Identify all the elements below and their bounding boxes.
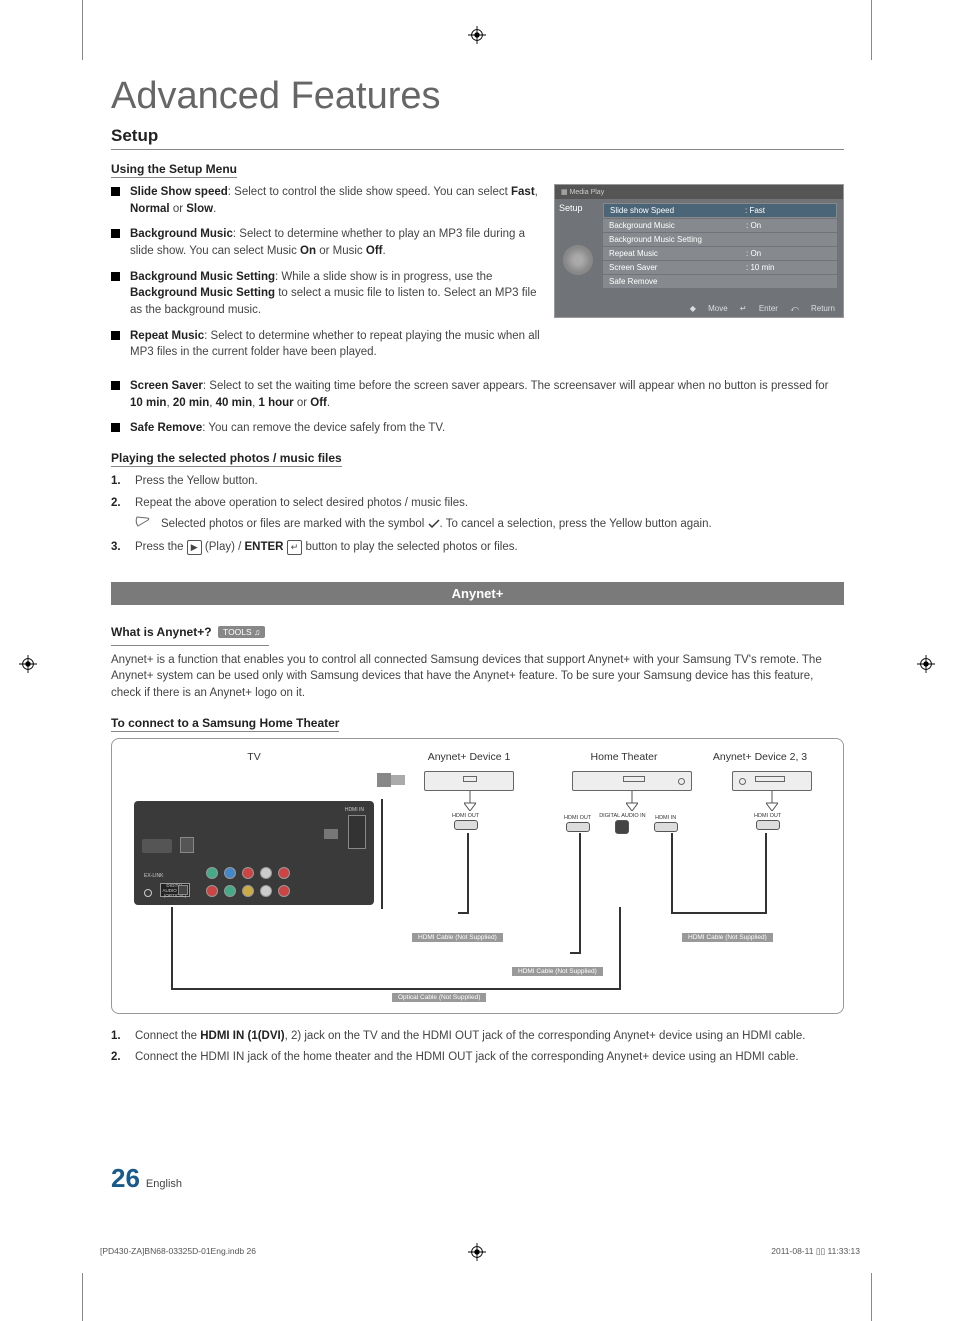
crop-mark [82,1273,83,1321]
note-icon [135,516,151,534]
bullet-icon [111,331,120,340]
digital-audio-port: DIGITAL AUDIO IN [599,813,645,834]
diagram-label-dev1: Anynet+ Device 1 [404,751,534,763]
page-title: Advanced Features [111,75,844,118]
subheading: Playing the selected photos / music file… [111,451,342,467]
device-1 [424,771,514,791]
section-heading: Setup [111,126,844,150]
body-text: Anynet+ is a function that enables you t… [111,652,844,702]
section-bar: Anynet+ [111,582,844,605]
list-item: 1.Connect the HDMI IN (1(DVI), 2) jack o… [111,1028,844,1045]
osd-row: Background Music: On [603,219,837,232]
diagram-label-tv: TV [134,751,374,763]
arrow-icon [766,791,778,811]
page-language: English [146,1178,182,1190]
list-item: 2.Connect the HDMI IN jack of the home t… [111,1049,844,1066]
bullet-icon [111,381,120,390]
osd-row: Screen Saver: 10 min [603,261,837,274]
bullet-icon [111,272,120,281]
connection-diagram: TV Anynet+ Device 1 Home Theater Anynet+… [111,738,844,1014]
bullet-icon [111,187,120,196]
osd-row: Safe Remove [603,275,837,288]
arrow-icon [626,791,638,811]
osd-return-hint: ⤺ Return [790,304,835,313]
list-item: Screen Saver: Select to set the waiting … [111,378,844,411]
diagram-label-dev23: Anynet+ Device 2, 3 [700,751,820,763]
list-item: Slide Show speed: Select to control the … [111,184,542,217]
list-item: Safe Remove: You can remove the device s… [111,420,844,437]
note-text: Selected photos or files are marked with… [161,516,712,534]
registration-mark-icon [468,26,486,44]
osd-header: ▦ Media Play [555,185,843,199]
subheading: To connect to a Samsung Home Theater [111,716,339,732]
osd-row: Background Music Setting [603,233,837,246]
cable-line [162,907,632,997]
play-icon: ▶ [187,540,202,555]
crop-mark [871,1273,872,1321]
hdmi-out-port: HDMI OUT [452,813,479,830]
osd-row: Repeat Music: On [603,247,837,260]
list-item: Background Music: Select to determine wh… [111,226,542,259]
arrow-icon [464,791,476,811]
footer-timestamp: 2011-08-11 ▯▯ 11:33:13 [771,1246,860,1257]
cable-label: HDMI Cable (Not Supplied) [682,933,773,942]
page-number: 26 [111,1163,140,1194]
hdmi-connector-icon [377,769,407,793]
cable-line [662,833,782,933]
list-item: Background Music Setting: While a slide … [111,269,542,319]
bullet-icon [111,229,120,238]
tv-back-panel: HDMI IN EX-LINK DIGITALAUDIO OUT(OP [134,801,374,905]
subheading: Using the Setup Menu [111,162,237,178]
hdmi-out-port: HDMI OUT [754,813,781,830]
registration-mark-icon [917,655,935,673]
osd-sidebar-label: Setup [559,203,599,213]
list-item: Repeat Music: Select to determine whethe… [111,328,542,361]
list-item: 2.Repeat the above operation to select d… [111,495,844,512]
crop-mark [871,0,872,60]
list-item: 1.Press the Yellow button. [111,473,844,490]
hdmi-out-port: HDMI OUT [564,815,591,832]
step-number: 3. [111,539,125,556]
cable-label: Optical Cable (Not Supplied) [392,993,486,1002]
enter-icon: ↵ [287,540,303,555]
gear-icon [563,245,593,275]
osd-move-hint: ◆ Move [690,304,728,313]
crop-mark [82,0,83,60]
checkmark-icon [428,519,440,529]
cable-line [372,799,392,909]
osd-row: Slide show Speed: Fast [603,203,837,218]
osd-screenshot: ▦ Media Play Setup Slide show Speed: Fas… [554,184,844,370]
subheading: What is Anynet+? [111,625,212,639]
tools-badge: TOOLS ♫ [218,626,265,638]
diagram-label-ht: Home Theater [554,751,694,763]
bullet-icon [111,423,120,432]
hdmi-in-port: HDMI IN [654,815,678,832]
home-theater [572,771,692,791]
registration-mark-icon [19,655,37,673]
footer-filepath: [PD430-ZA]BN68-03325D-01Eng.indb 26 [100,1246,256,1257]
step-text: Press the ▶ (Play) / ENTER ↵ button to p… [135,539,518,556]
device-23 [732,771,812,791]
osd-enter-hint: ↵ Enter [740,304,778,313]
